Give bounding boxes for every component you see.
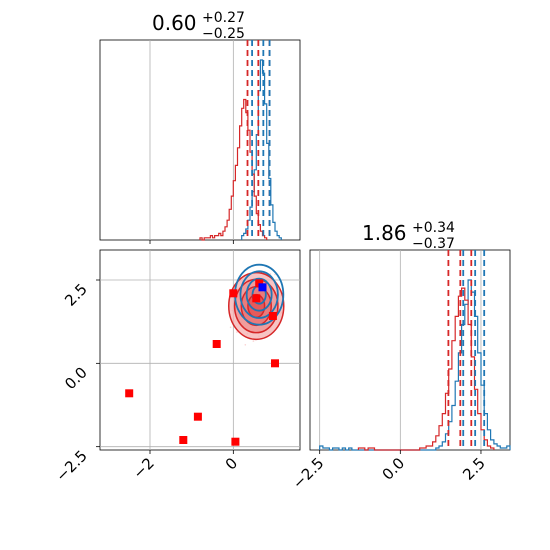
histogram-param1-red xyxy=(199,98,268,241)
title-param-1-upper: +0.27 xyxy=(202,10,245,26)
title-param-1-lower: −0.25 xyxy=(202,26,245,42)
quantile-lines xyxy=(246,40,486,450)
tick-label-marginal: 2.5 xyxy=(459,454,489,484)
truth-point xyxy=(258,283,267,292)
tick-label-y: 0.0 xyxy=(61,363,91,393)
title-param-1: 0.60 xyxy=(152,11,197,35)
scatter-point xyxy=(271,359,279,368)
scatter-point xyxy=(193,412,202,421)
marginal-y-panel xyxy=(309,249,511,451)
tick-label-marginal: −2.5 xyxy=(289,454,327,492)
histogram-param2-blue xyxy=(319,279,511,451)
tick-label-marginal: 0.0 xyxy=(379,454,409,484)
histogram-param2-red xyxy=(357,287,495,451)
title-param-2-upper: +0.34 xyxy=(412,220,455,236)
scatter-point xyxy=(212,340,221,348)
sample-dot xyxy=(269,273,272,275)
sample-dot xyxy=(274,273,276,276)
contours xyxy=(228,263,285,346)
sample-dot xyxy=(252,340,255,342)
tick-label-x: 0 xyxy=(222,454,241,473)
sample-dot xyxy=(244,344,247,346)
scatter-point xyxy=(179,436,188,444)
title-param-2-value: 1.86 xyxy=(362,221,407,245)
tick-label-y: 2.5 xyxy=(61,280,91,310)
tick-label-y: −2.5 xyxy=(52,447,90,485)
scatter-points xyxy=(125,279,279,446)
scatter-point xyxy=(125,389,134,398)
scatter-point xyxy=(268,312,277,320)
joint-panel xyxy=(99,249,301,451)
title-param-1-value: 0.60 xyxy=(152,11,197,35)
sample-dot xyxy=(236,331,238,333)
contour-blue xyxy=(245,277,273,312)
title-param-2: 1.86 xyxy=(362,221,407,245)
sample-dot xyxy=(229,326,232,329)
title-param-2-lower: −0.37 xyxy=(412,236,455,252)
contour-blue xyxy=(239,270,279,319)
scatter-point xyxy=(231,437,240,446)
tick-label-x: −2 xyxy=(129,454,157,482)
scatter-point xyxy=(252,294,261,303)
scatter-point xyxy=(229,289,238,298)
